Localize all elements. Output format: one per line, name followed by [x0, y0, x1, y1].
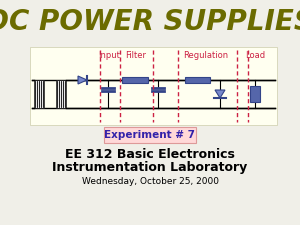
Polygon shape: [215, 90, 225, 98]
Text: Load: Load: [245, 52, 265, 61]
Bar: [250, 86, 260, 102]
Text: Input: Input: [98, 52, 120, 61]
Bar: [56, 80, 66, 108]
Text: EE 312 Basic Electronics: EE 312 Basic Electronics: [65, 148, 235, 162]
Text: Wednesday, October 25, 2000: Wednesday, October 25, 2000: [82, 178, 218, 187]
Text: Filter: Filter: [125, 52, 146, 61]
Text: DC POWER SUPPLIES: DC POWER SUPPLIES: [0, 8, 300, 36]
FancyBboxPatch shape: [104, 127, 196, 143]
Bar: [185, 77, 210, 83]
Bar: [34, 80, 44, 108]
Polygon shape: [78, 76, 87, 84]
Text: Regulation: Regulation: [183, 52, 229, 61]
FancyBboxPatch shape: [30, 47, 277, 125]
Text: Experiment # 7: Experiment # 7: [104, 130, 196, 140]
Bar: [122, 77, 148, 83]
Text: Instrumentation Laboratory: Instrumentation Laboratory: [52, 162, 247, 175]
